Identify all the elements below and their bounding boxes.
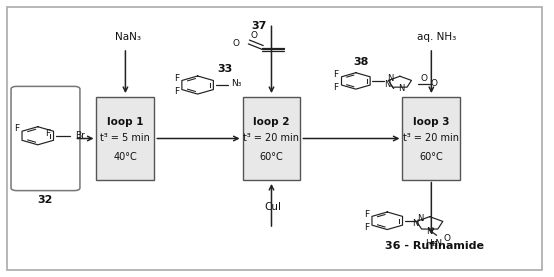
Text: 60°C: 60°C [260,152,283,161]
Text: N: N [387,74,393,83]
Text: O: O [443,234,450,243]
Text: F: F [334,70,338,79]
Text: F: F [364,210,369,219]
FancyBboxPatch shape [7,7,542,270]
Text: 37: 37 [252,21,267,31]
Text: N: N [417,214,423,223]
Text: CuI: CuI [264,202,281,212]
Text: O: O [430,79,438,88]
Text: O: O [250,31,258,40]
Text: tᴲ = 20 min: tᴲ = 20 min [403,134,459,143]
Text: -: - [420,217,423,225]
Text: tᴲ = 5 min: tᴲ = 5 min [100,134,150,143]
Text: F: F [174,74,179,83]
Text: N: N [398,84,404,93]
Text: F: F [14,124,19,133]
Text: aq. NH₃: aq. NH₃ [417,32,456,42]
FancyBboxPatch shape [402,98,460,179]
Text: N: N [427,227,433,235]
Text: N₃: N₃ [231,79,242,88]
Text: loop 3: loop 3 [413,117,450,127]
Text: N: N [384,79,391,89]
Text: F: F [45,129,50,138]
Text: H₂N: H₂N [425,239,443,248]
Text: O: O [420,74,428,83]
Text: F: F [364,223,369,232]
Text: loop 2: loop 2 [253,117,290,127]
FancyBboxPatch shape [96,98,155,179]
Text: tᴲ = 20 min: tᴲ = 20 min [244,134,300,143]
FancyBboxPatch shape [243,98,300,179]
Text: 32: 32 [38,195,53,205]
Text: Br: Br [75,131,85,140]
Text: 36 - Rufinamide: 36 - Rufinamide [384,241,484,251]
Text: F: F [334,83,338,92]
Text: N: N [412,219,418,228]
Text: O: O [232,39,239,48]
Text: F: F [174,87,179,96]
Text: 60°C: 60°C [419,152,443,161]
Text: loop 1: loop 1 [107,117,143,127]
Text: 40°C: 40°C [114,152,137,161]
FancyBboxPatch shape [11,86,80,191]
Text: 33: 33 [218,64,233,74]
Text: 38: 38 [353,57,369,67]
Text: NaN₃: NaN₃ [115,32,141,42]
